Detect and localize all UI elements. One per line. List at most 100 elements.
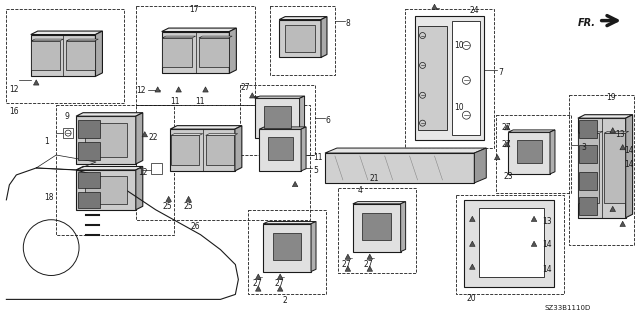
Bar — [31, 41, 60, 70]
Bar — [241, 85, 315, 155]
Bar — [199, 38, 228, 67]
Text: 4: 4 — [357, 186, 362, 195]
Bar — [579, 172, 596, 190]
Polygon shape — [33, 80, 39, 85]
Bar — [496, 115, 571, 193]
Bar — [579, 197, 596, 215]
Polygon shape — [321, 17, 327, 57]
Polygon shape — [279, 17, 327, 19]
Text: 7: 7 — [498, 68, 503, 78]
Polygon shape — [31, 39, 63, 41]
Polygon shape — [626, 115, 632, 218]
Bar — [579, 133, 600, 203]
Polygon shape — [259, 127, 306, 129]
Bar — [31, 34, 95, 76]
Bar — [171, 135, 199, 165]
Text: 26: 26 — [191, 222, 200, 231]
Bar — [248, 210, 326, 294]
Polygon shape — [176, 87, 181, 92]
Bar — [259, 129, 301, 171]
Polygon shape — [474, 148, 486, 183]
Polygon shape — [171, 134, 203, 135]
Polygon shape — [76, 167, 143, 170]
Text: 27: 27 — [342, 260, 351, 269]
Text: 16: 16 — [10, 107, 19, 116]
Text: 11: 11 — [196, 97, 205, 106]
Bar — [579, 145, 596, 163]
Polygon shape — [353, 202, 406, 204]
Bar — [85, 176, 127, 204]
Bar — [508, 132, 550, 174]
Polygon shape — [531, 241, 537, 246]
Polygon shape — [277, 274, 283, 279]
Text: 21: 21 — [370, 174, 380, 183]
Polygon shape — [170, 126, 242, 129]
Text: 19: 19 — [605, 93, 616, 102]
Text: 20: 20 — [467, 294, 476, 303]
Bar — [579, 120, 596, 138]
Bar — [578, 118, 626, 218]
Bar — [456, 195, 564, 294]
Polygon shape — [163, 36, 196, 38]
Polygon shape — [620, 221, 625, 226]
Polygon shape — [31, 31, 102, 34]
Bar — [136, 105, 310, 220]
Text: 12: 12 — [136, 86, 145, 95]
Text: 22: 22 — [148, 133, 158, 142]
Bar — [78, 172, 100, 188]
Polygon shape — [300, 96, 305, 138]
Polygon shape — [508, 130, 555, 132]
Text: 14: 14 — [625, 146, 634, 155]
Text: 13: 13 — [542, 217, 552, 226]
Text: 5: 5 — [313, 166, 318, 175]
Polygon shape — [301, 127, 306, 171]
Bar — [273, 233, 301, 260]
Bar — [255, 98, 300, 138]
Text: 27: 27 — [364, 260, 373, 269]
Bar — [170, 129, 235, 171]
Bar — [415, 16, 484, 140]
Text: 12: 12 — [138, 168, 147, 177]
Polygon shape — [311, 221, 316, 271]
Polygon shape — [263, 221, 316, 224]
Bar — [270, 6, 335, 75]
Bar — [85, 123, 127, 157]
Polygon shape — [162, 28, 236, 32]
Polygon shape — [610, 206, 616, 211]
Bar — [6, 9, 124, 103]
Polygon shape — [504, 142, 510, 147]
Polygon shape — [367, 266, 372, 271]
Text: 6: 6 — [326, 116, 331, 125]
Polygon shape — [76, 113, 143, 116]
Text: 8: 8 — [346, 19, 351, 28]
Bar — [264, 106, 291, 128]
Text: 27: 27 — [501, 140, 511, 149]
Bar — [604, 133, 625, 203]
Polygon shape — [292, 182, 298, 187]
Bar — [404, 9, 494, 148]
Text: 14: 14 — [542, 240, 552, 249]
Bar — [67, 41, 95, 70]
Polygon shape — [166, 196, 172, 202]
Polygon shape — [504, 125, 510, 130]
Polygon shape — [229, 28, 236, 73]
Polygon shape — [67, 39, 99, 41]
Polygon shape — [345, 266, 351, 271]
Bar — [162, 32, 229, 73]
Polygon shape — [136, 167, 143, 210]
Bar — [78, 120, 100, 138]
Bar — [263, 224, 311, 271]
Text: 25: 25 — [184, 202, 193, 211]
Bar — [452, 21, 480, 135]
Bar — [78, 192, 100, 208]
Polygon shape — [550, 130, 555, 174]
Text: 2: 2 — [283, 296, 287, 305]
Polygon shape — [250, 93, 255, 98]
Polygon shape — [142, 132, 148, 137]
Bar — [56, 105, 173, 235]
Bar — [338, 188, 415, 272]
Bar — [479, 208, 544, 278]
Text: 1: 1 — [44, 137, 49, 146]
Polygon shape — [199, 36, 232, 38]
Text: 10: 10 — [454, 103, 464, 112]
